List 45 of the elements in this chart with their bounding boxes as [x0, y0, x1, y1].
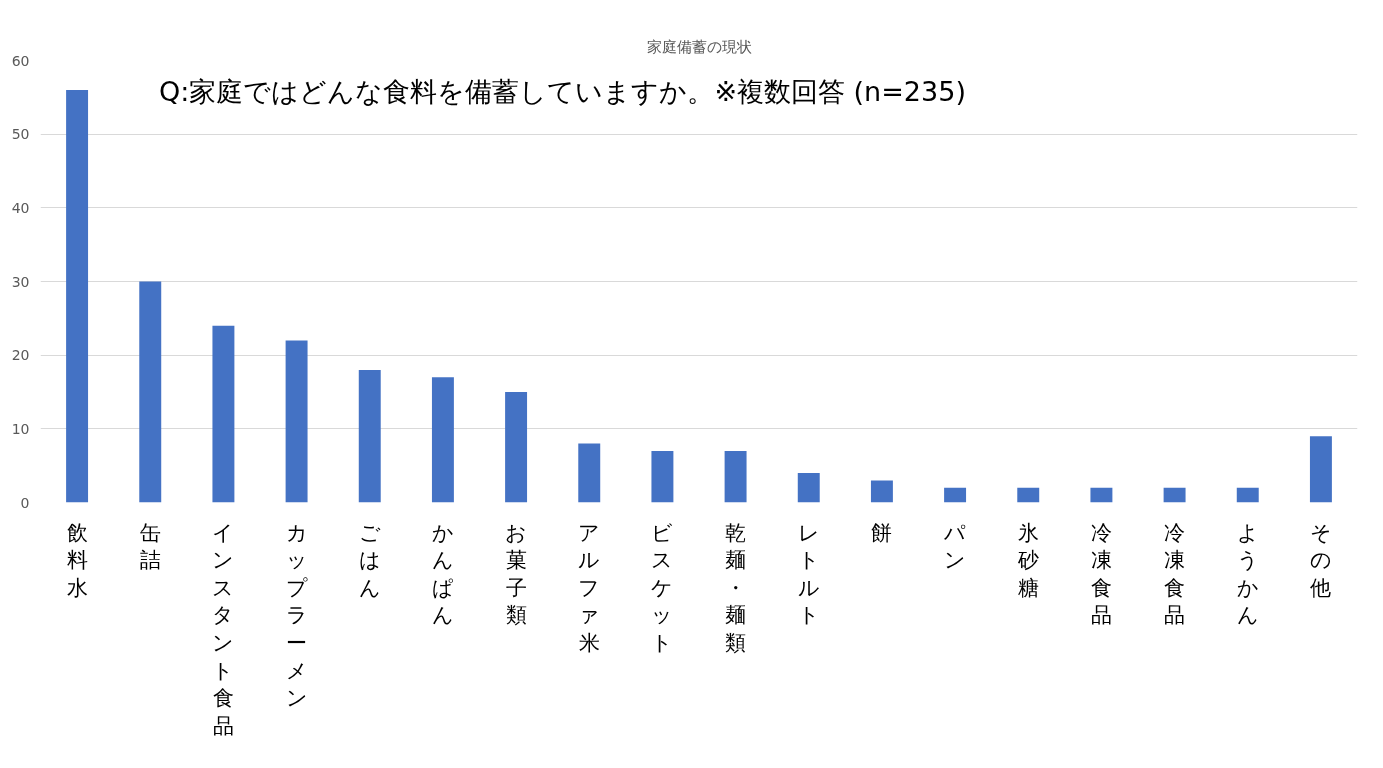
bar [505, 392, 528, 503]
bar [1163, 487, 1186, 503]
x-tick-label: レトルト [797, 520, 820, 628]
bar [797, 473, 820, 503]
bar [651, 450, 674, 503]
x-tick-label: ビスケット [651, 520, 674, 655]
y-tick-label: 0 [20, 494, 30, 511]
bar [285, 340, 308, 503]
x-tick-label: アルファ米 [578, 520, 601, 655]
x-tick-label: 冷凍食品 [1090, 520, 1112, 628]
x-tick-label: 冷凍食品 [1164, 520, 1186, 628]
x-tick-label: 乾麺・麺類 [725, 520, 747, 655]
x-tick-label: インスタント食品 [212, 520, 235, 738]
annotation: Q:家庭ではどんな食料を備蓄していますか。※複数回答 (n=235) [159, 75, 966, 107]
x-tick-label: パン [943, 520, 967, 573]
x-tick-label: ようかん [1236, 520, 1259, 628]
bar [724, 450, 747, 503]
x-tick-label: その他 [1309, 520, 1332, 600]
bar [1309, 436, 1332, 503]
bar [66, 89, 89, 503]
bar [212, 325, 235, 503]
x-tick-label: 氷砂糖 [1016, 520, 1039, 600]
x-tick-label: お菓子類 [505, 520, 528, 628]
x-tick-label: 飲料水 [66, 520, 88, 600]
y-tick-label: 60 [11, 52, 30, 69]
x-tick-label: 缶詰 [139, 520, 161, 573]
y-tick-label: 40 [11, 199, 30, 216]
x-tick-label: 餅 [871, 520, 893, 545]
y-tick-label: 50 [11, 126, 30, 143]
bar [1017, 487, 1040, 503]
bar [1236, 487, 1259, 503]
bar [578, 443, 601, 503]
bar [1090, 487, 1113, 503]
bar [431, 377, 454, 503]
y-tick-label: 20 [11, 347, 30, 364]
x-tick-label: カップラーメン [285, 520, 308, 711]
x-tick-label: かんぱん [431, 520, 454, 628]
bar [944, 487, 967, 503]
bar [139, 281, 162, 503]
bar [358, 369, 381, 503]
bar [870, 480, 893, 503]
x-tick-label: ごはん [358, 520, 381, 600]
y-tick-label: 30 [11, 273, 30, 290]
chart-title: 家庭備蓄の現状 [646, 37, 752, 56]
y-tick-label: 10 [11, 420, 30, 437]
